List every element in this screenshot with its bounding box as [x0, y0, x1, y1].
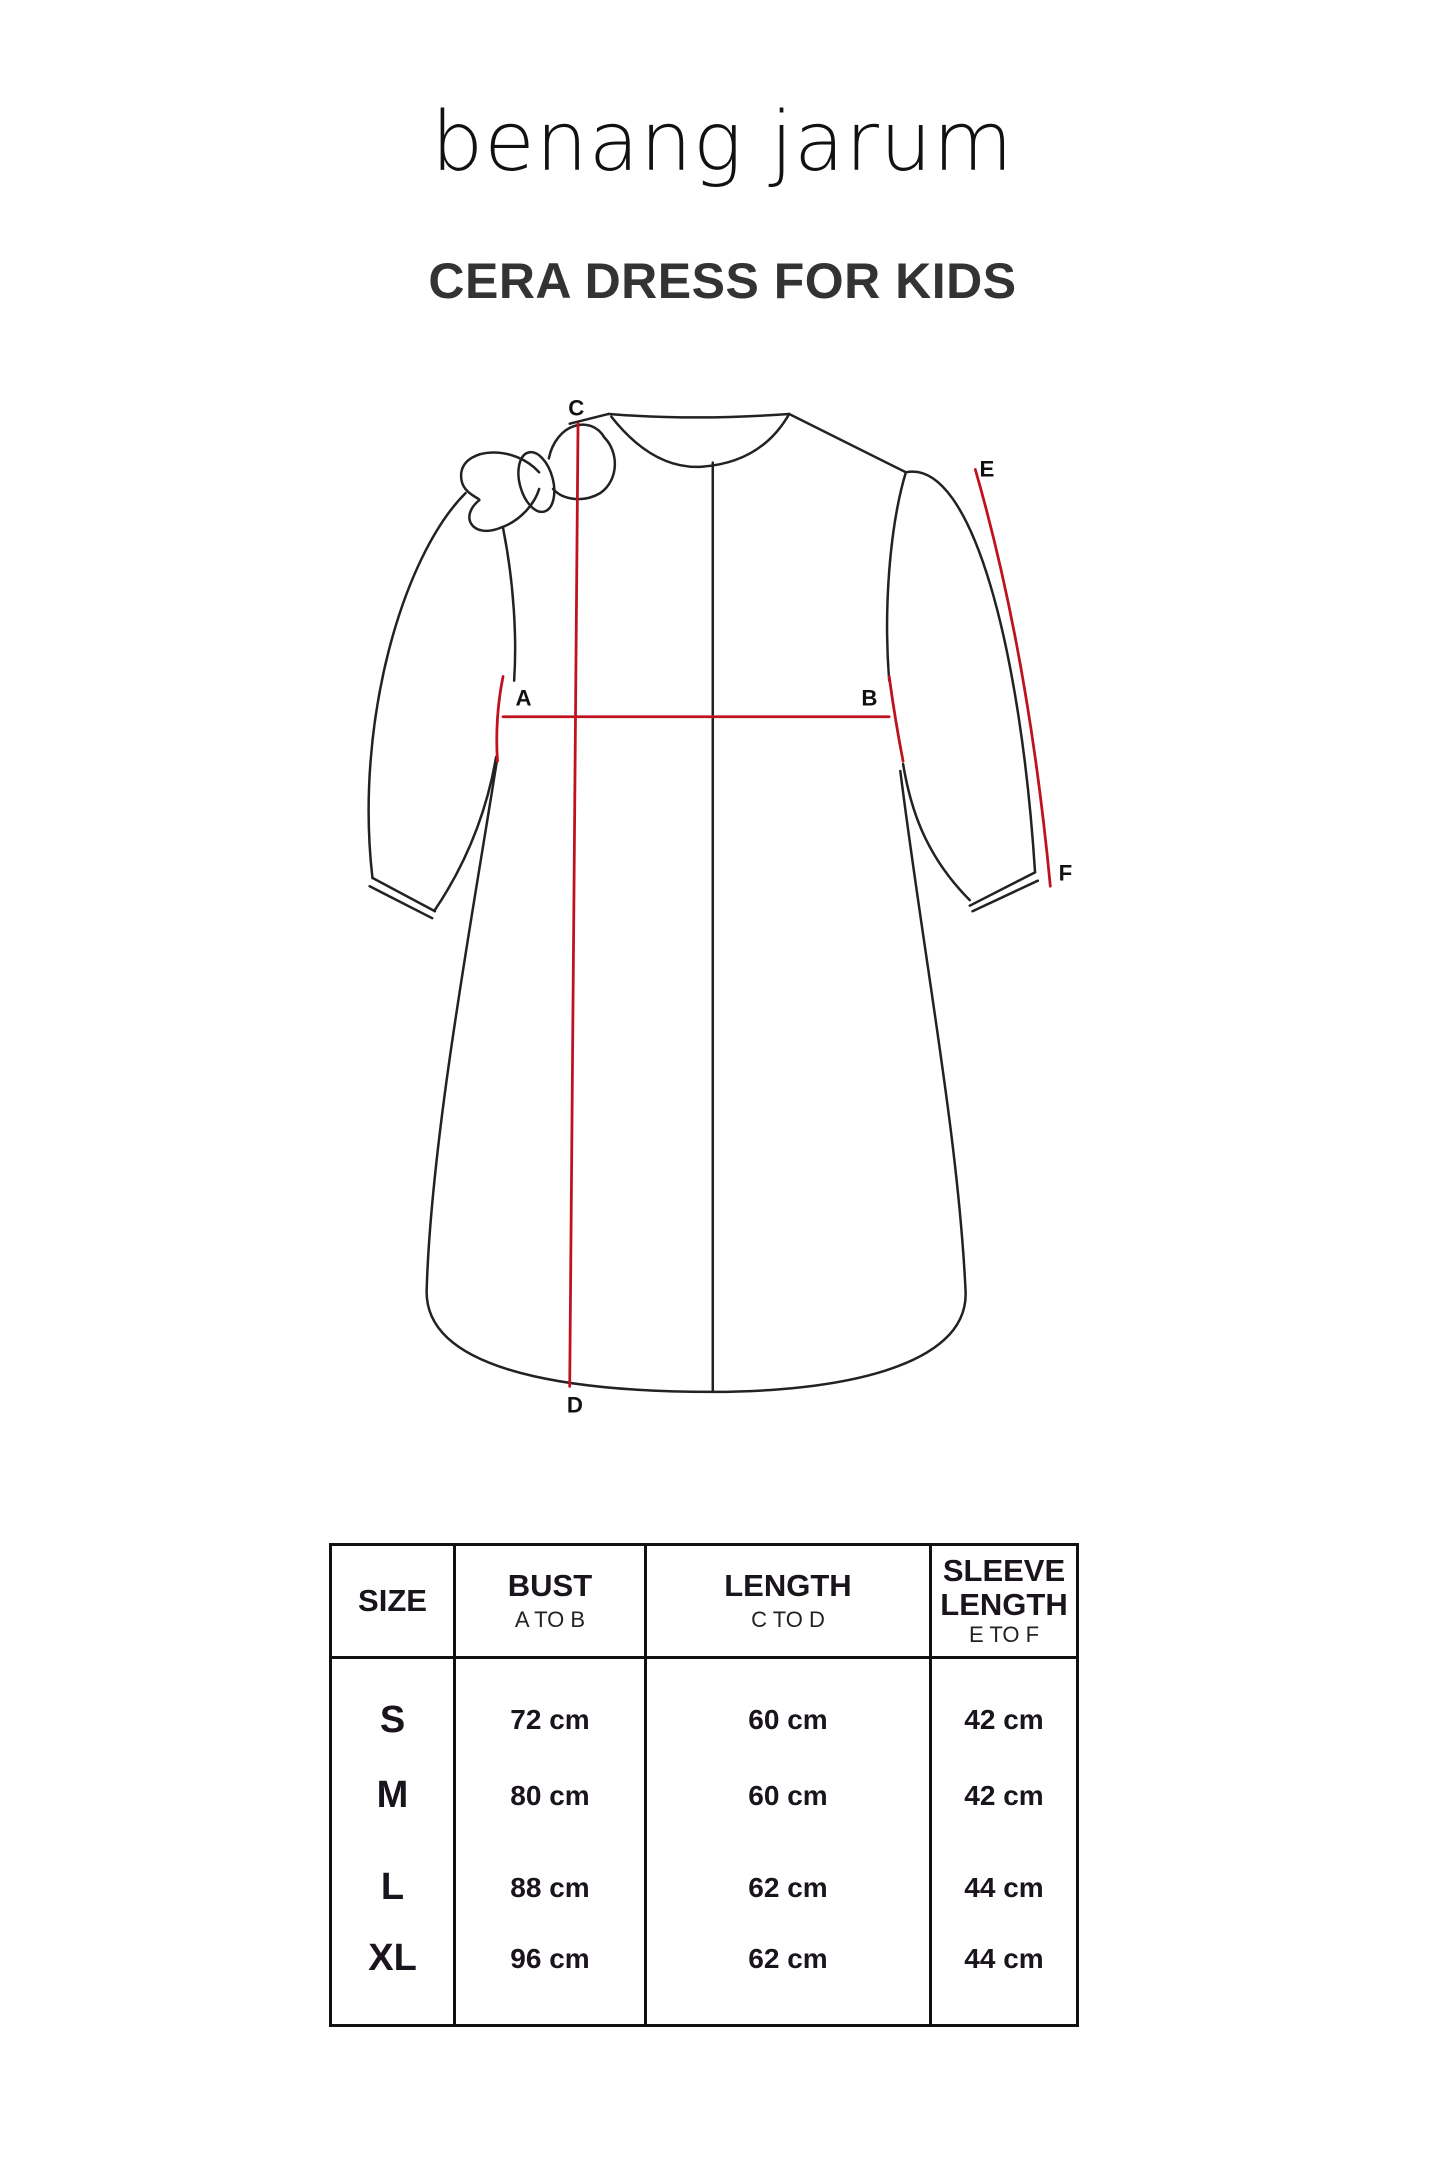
bust-cell: 96 cm — [453, 1933, 647, 2026]
bow-icon — [460, 423, 617, 533]
sleeve-cell: 42 cm — [929, 1657, 1079, 1750]
table-row: L 88 cm 62 cm 44 cm — [329, 1841, 1079, 1934]
point-label-f: F — [1059, 861, 1073, 886]
sleeve-cell: 44 cm — [929, 1841, 1079, 1934]
size-cell: L — [329, 1841, 456, 1934]
point-label-a: A — [516, 686, 532, 711]
size-cell: S — [329, 1657, 456, 1750]
dress-outline — [367, 412, 1040, 1394]
table-row: M 80 cm 60 cm 42 cm — [329, 1749, 1079, 1842]
point-label-c: C — [568, 395, 584, 420]
length-cell: 60 cm — [643, 1657, 933, 1750]
size-cell: M — [329, 1749, 456, 1842]
point-label-d: D — [567, 1393, 583, 1418]
table-header-row: SIZE BUST A TO B LENGTH C TO D SLEEVE LENG… — [329, 1544, 1079, 1659]
length-cell: 62 cm — [643, 1841, 933, 1934]
point-label-e: E — [979, 456, 994, 481]
sleeve-line-e-f — [973, 468, 1052, 888]
bust-cell: 88 cm — [453, 1841, 647, 1934]
length-cell: 60 cm — [643, 1749, 933, 1842]
size-cell: XL — [329, 1933, 456, 2026]
table-row: S 72 cm 60 cm 42 cm — [329, 1657, 1079, 1750]
header-sleeve-length: SLEEVE LENGTH E TO F — [929, 1544, 1079, 1659]
point-label-b: B — [861, 686, 877, 711]
page-title: CERA DRESS FOR KIDS — [428, 253, 1017, 309]
sleeve-cell: 42 cm — [929, 1749, 1079, 1842]
length-cell: 62 cm — [643, 1933, 933, 2026]
brand-logo: benang jarum — [431, 95, 1014, 190]
measurement-lines — [495, 422, 1052, 1388]
header-bust: BUST A TO B — [453, 1544, 647, 1659]
bust-cell: 72 cm — [453, 1657, 647, 1750]
header-length: LENGTH C TO D — [643, 1544, 933, 1659]
table-row: XL 96 cm 62 cm 44 cm — [329, 1933, 1079, 2026]
header-size: SIZE — [329, 1544, 456, 1659]
size-chart-table: SIZE BUST A TO B LENGTH C TO D SLEEVE LENG… — [329, 1543, 1079, 2027]
sleeve-cell: 44 cm — [929, 1933, 1079, 2026]
bust-cell: 80 cm — [453, 1749, 647, 1842]
length-line-c-d — [568, 422, 580, 1388]
